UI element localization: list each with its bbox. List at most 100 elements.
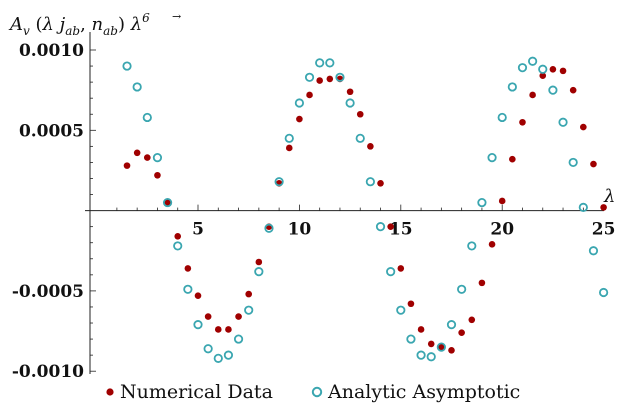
analytic-point: [193, 320, 203, 330]
x-tick-label: 20: [490, 220, 514, 240]
numerical-point: [488, 241, 496, 248]
numerical-point: [123, 162, 131, 169]
analytic-point: [213, 353, 223, 363]
numerical-point: [458, 329, 465, 336]
legend-label-numerical: Numerical Data: [120, 381, 273, 403]
analytic-point: [568, 157, 578, 168]
legend: Numerical Data Analytic Asymptotic: [106, 381, 520, 403]
analytic-point: [254, 267, 264, 277]
analytic-point: [598, 287, 609, 298]
analytic-point: [558, 117, 568, 127]
numerical-point: [407, 300, 415, 308]
legend-marker-numerical: [106, 388, 114, 396]
numerical-point: [306, 91, 313, 99]
analytic-point: [132, 82, 142, 92]
numerical-point: [235, 313, 242, 320]
y-tick-label: -0.0005: [12, 282, 84, 302]
analytic-point: [477, 197, 487, 208]
numerical-point: [427, 340, 435, 348]
x-tick-label: 10: [288, 220, 312, 240]
numerical-point: [580, 123, 587, 131]
analytic-point: [507, 82, 517, 92]
numerical-point: [174, 232, 182, 240]
analytic-point: [162, 197, 173, 208]
analytic-point: [375, 222, 386, 232]
analytic-point: [152, 153, 163, 163]
analytic-point: [548, 85, 558, 95]
numerical-point: [397, 265, 405, 272]
analytic-point: [396, 305, 406, 315]
numerical-point: [529, 91, 536, 99]
y-tick-label: -0.0010: [12, 362, 84, 382]
analytic-point: [264, 223, 274, 233]
series-numerical-data: [123, 65, 607, 354]
numerical-point: [498, 197, 506, 205]
analytic-point: [203, 344, 213, 354]
numerical-point: [164, 199, 171, 206]
x-axis-label: λ: [603, 186, 615, 207]
numerical-point: [356, 110, 364, 118]
numerical-point: [225, 326, 232, 333]
numerical-point: [478, 279, 486, 287]
analytic-point: [325, 58, 335, 68]
analytic-point: [538, 64, 548, 74]
x-tick-label: 25: [592, 220, 616, 240]
numerical-point: [346, 88, 354, 96]
legend-marker-analytic: [311, 386, 323, 398]
numerical-point: [285, 144, 293, 152]
numerical-point: [417, 326, 425, 333]
numerical-point: [448, 347, 455, 354]
numerical-point: [539, 72, 547, 79]
analytic-point: [457, 284, 467, 294]
analytic-point: [122, 61, 132, 71]
analytic-point: [528, 56, 538, 66]
numerical-point: [184, 265, 192, 272]
analytic-point: [315, 58, 325, 68]
analytic-point: [416, 350, 426, 360]
axes: [85, 32, 604, 374]
numerical-point: [154, 171, 161, 179]
analytic-point: [173, 241, 183, 251]
numerical-point: [194, 292, 202, 300]
analytic-point: [142, 112, 152, 123]
svg-text:Av (λ jab, nab) λ6: Av (λ jab, nab) λ6: [8, 11, 150, 38]
analytic-point: [355, 133, 365, 143]
y-tick-label: 0.0010: [19, 41, 84, 61]
analytic-point: [304, 72, 315, 82]
analytic-point: [284, 133, 294, 143]
analytic-point: [588, 246, 599, 256]
series-analytic-asymptotic: [122, 56, 609, 363]
numerical-point: [519, 118, 526, 126]
analytic-point: [487, 153, 497, 163]
numerical-point: [367, 143, 374, 150]
analytic-point: [517, 63, 528, 73]
analytic-point: [223, 350, 234, 360]
numerical-point: [600, 204, 607, 211]
y-tick-label: 0.0005: [19, 121, 84, 141]
numerical-point: [468, 316, 476, 324]
x-tick-label: 15: [389, 220, 413, 240]
numerical-point: [255, 258, 263, 266]
numerical-point: [438, 343, 445, 351]
analytic-point: [274, 177, 284, 187]
analytic-point: [406, 334, 416, 344]
svg-text:→: →: [172, 10, 181, 23]
y-axis-label: Av (λ jab, nab) λ6 →: [8, 10, 181, 38]
x-tick-label: 5: [192, 220, 204, 240]
ticks: 5 10 15 20 25 0.0010 0.0005 -0.0005 -0.0010: [12, 41, 616, 382]
numerical-point: [144, 154, 151, 161]
analytic-point: [244, 305, 254, 315]
analytic-point: [345, 98, 355, 108]
analytic-point: [426, 352, 436, 362]
analytic-point: [335, 72, 345, 82]
analytic-point: [578, 202, 588, 212]
numerical-point: [326, 75, 334, 83]
numerical-point: [387, 223, 394, 230]
numerical-point: [377, 179, 384, 187]
numerical-point: [133, 149, 141, 157]
numerical-point: [214, 326, 222, 333]
analytic-point: [365, 177, 375, 187]
numerical-point: [316, 77, 323, 84]
numerical-point: [245, 290, 252, 298]
analytic-point: [446, 320, 457, 330]
